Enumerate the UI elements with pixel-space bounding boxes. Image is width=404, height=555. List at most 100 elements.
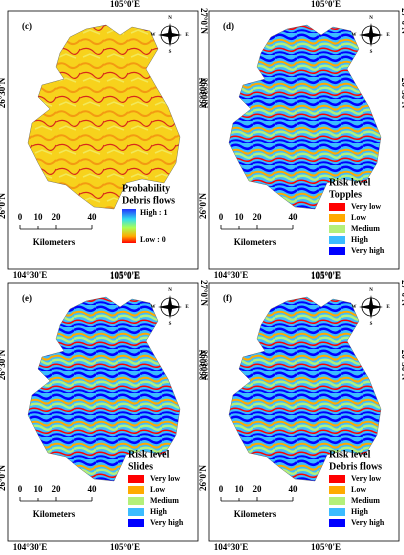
scale-unit: Kilometers — [33, 237, 76, 247]
legend-swatch — [329, 214, 345, 222]
legend-swatch — [128, 508, 144, 516]
top-longitude: 105°0'E — [311, 271, 341, 281]
compass: N S W E — [151, 16, 190, 55]
scale-unit: Kilometers — [234, 237, 277, 247]
bottom-longitude: 104°30'E — [214, 542, 249, 550]
right-latitude: 26°30'N — [400, 350, 404, 381]
scale-label: 0 — [219, 212, 224, 222]
legend-label: Low — [351, 213, 366, 222]
panel-frame — [7, 10, 199, 270]
compass-letter: S — [370, 50, 373, 55]
legend-swatch — [329, 203, 345, 211]
scale-label: 0 — [219, 484, 224, 494]
legend-label: Very high — [351, 518, 385, 527]
bottom-longitude: 104°30'E — [214, 270, 249, 280]
scale-label: 0 — [18, 212, 23, 222]
bottom-longitude: 105°0'E — [311, 542, 341, 550]
legend-ramp — [122, 209, 136, 243]
legend-subtitle: Topples — [329, 189, 362, 200]
legend-subtitle: Debris flows — [122, 195, 175, 206]
scale-unit: Kilometers — [33, 509, 76, 519]
right-latitude: 27°0'N — [400, 280, 404, 307]
left-latitude: 26°0'N — [198, 464, 208, 491]
legend-swatch — [329, 225, 345, 233]
study-area — [27, 24, 181, 210]
top-longitude: 105°0'E — [110, 271, 140, 281]
legend-title: Risk level — [329, 177, 371, 188]
panel-frame — [208, 282, 400, 542]
legend-swatch — [128, 475, 144, 483]
legend-label: Medium — [150, 496, 179, 505]
right-latitude: 26°30'N — [199, 78, 209, 109]
compass-letter: W — [151, 305, 156, 310]
legend-title: Probability — [122, 183, 170, 194]
legend-subtitle: Debris flows — [329, 461, 382, 472]
right-latitude: 27°0'N — [199, 280, 209, 307]
map-panel: (c) 105°0'E 104°30'E 105°0'E 26°30'N 26°0'N 27… — [0, 0, 209, 280]
left-latitude: 26°0'N — [198, 192, 208, 219]
right-latitude: 26°30'N — [400, 78, 404, 109]
compass-letter: S — [169, 50, 172, 55]
panel-label: (f) — [223, 293, 232, 303]
left-latitude: 26°0'N — [0, 192, 7, 219]
compass-letter: N — [369, 288, 373, 293]
scale-label: 40 — [88, 212, 98, 222]
legend-swatch — [329, 497, 345, 505]
legend-label: Very low — [351, 202, 381, 211]
left-latitude: 26°30'N — [198, 349, 208, 380]
scale-bar — [19, 225, 93, 230]
panel-label: (c) — [22, 21, 32, 31]
legend-label: High — [150, 507, 167, 516]
compass-star — [158, 295, 182, 319]
compass-letter: N — [369, 16, 373, 21]
scale-label: 10 — [235, 212, 245, 222]
compass-letter: E — [386, 33, 390, 38]
legend-swatch — [329, 475, 345, 483]
legend-swatch — [329, 519, 345, 527]
legend-label: High — [351, 507, 368, 516]
compass-letter: N — [168, 16, 172, 21]
legend-label: High — [351, 235, 368, 244]
right-latitude: 27°0'N — [199, 8, 209, 35]
legend-label: Very high — [150, 518, 184, 527]
legend-title: Risk level — [128, 449, 170, 460]
scale-label: 10 — [34, 212, 44, 222]
right-latitude: 26°30'N — [199, 350, 209, 381]
compass-letter: N — [168, 288, 172, 293]
top-longitude: 105°0'E — [110, 0, 140, 9]
scale-label: 10 — [235, 484, 245, 494]
legend-label: Very high — [351, 246, 385, 255]
compass: N S W E — [151, 288, 190, 327]
compass-letter: S — [370, 322, 373, 327]
compass-star — [158, 23, 182, 47]
bottom-longitude: 104°30'E — [13, 270, 48, 280]
legend-swatch — [128, 486, 144, 494]
right-latitude: 27°0'N — [400, 8, 404, 35]
legend-low: Low : 0 — [140, 235, 166, 244]
compass: N S W E — [352, 288, 391, 327]
scale-unit: Kilometers — [234, 509, 277, 519]
scale-bar — [220, 225, 294, 230]
legend-swatch — [128, 497, 144, 505]
panel-frame — [208, 10, 400, 270]
legend-swatch — [329, 236, 345, 244]
compass-letter: W — [151, 33, 156, 38]
compass-letter: W — [352, 33, 357, 38]
compass-letter: E — [185, 305, 189, 310]
left-latitude: 26°30'N — [0, 349, 7, 380]
bottom-longitude: 105°0'E — [311, 270, 341, 280]
scale-bar — [220, 497, 294, 502]
map-panel: (e) 105°0'E 104°30'E 105°0'E 26°30'N 26°0'N 27… — [0, 271, 209, 552]
scale-bar — [19, 497, 93, 502]
top-longitude: 105°0'E — [311, 0, 341, 9]
scale-label: 20 — [52, 484, 62, 494]
legend-swatch — [329, 247, 345, 255]
scale-label: 20 — [253, 212, 263, 222]
scale-label: 10 — [34, 484, 44, 494]
map-panel: (f) 105°0'E 104°30'E 105°0'E 26°30'N 26°0'N 27… — [198, 271, 404, 552]
scale-label: 20 — [52, 212, 62, 222]
legend-label: Low — [150, 485, 165, 494]
compass-letter: W — [352, 305, 357, 310]
